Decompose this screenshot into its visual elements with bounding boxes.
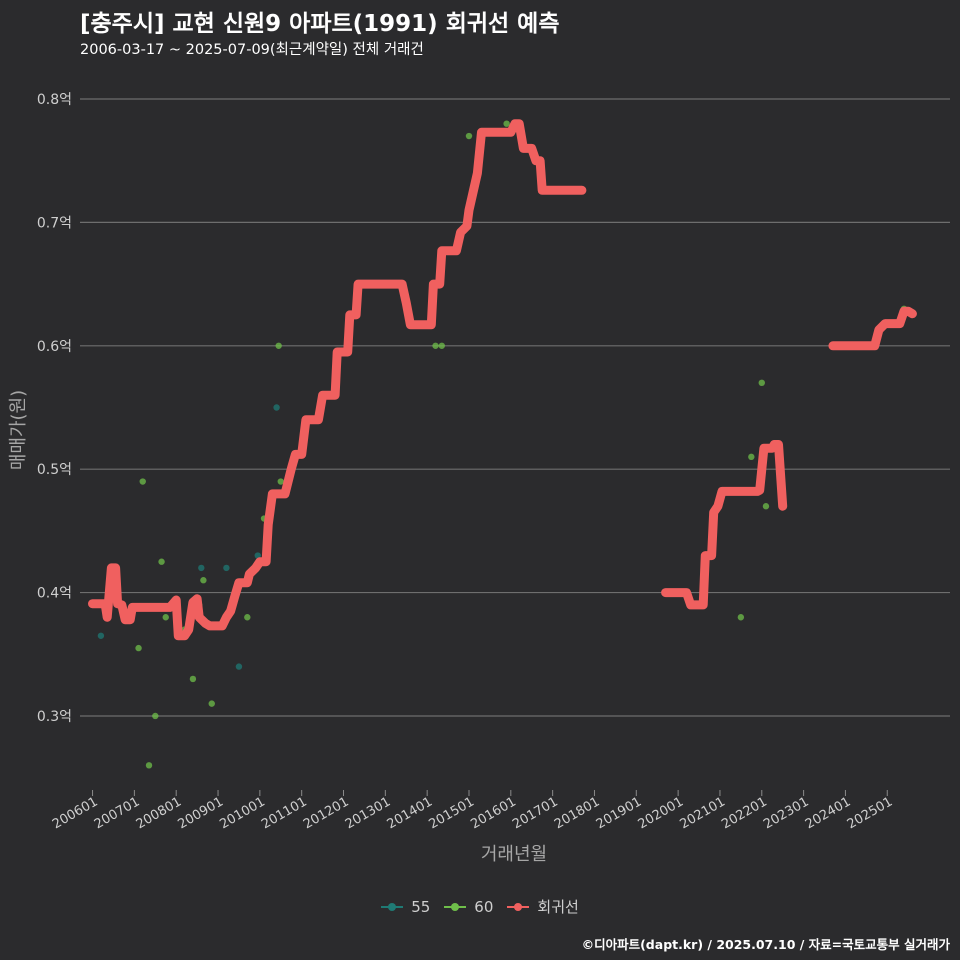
x-axis-label: 거래년월 xyxy=(481,844,547,865)
x-tick-label: 202001 xyxy=(636,794,686,832)
x-tick-label: 201901 xyxy=(594,794,644,832)
source-caption: ©디아파트(dapt.kr) / 2025.07.10 / 자료=국토교통부 실… xyxy=(581,937,950,952)
x-tick-label: 200701 xyxy=(92,794,142,832)
chart-title: [충주시] 교현 신원9 아파트(1991) 회귀선 예측 xyxy=(80,11,560,37)
x-tick-label: 201401 xyxy=(385,794,435,832)
data-point-60 xyxy=(208,700,215,707)
chart-subtitle: 2006-03-17 ~ 2025-07-09(최근계약일) 전체 거래건 xyxy=(80,42,424,58)
x-tick-label: 201101 xyxy=(259,794,309,832)
data-point-60 xyxy=(139,478,146,485)
legend-key-regression xyxy=(507,899,530,915)
y-tick-label: 0.3억 xyxy=(37,709,72,725)
data-point-60 xyxy=(158,558,165,565)
y-tick-label: 0.4억 xyxy=(37,586,72,602)
legend-label-60: 60 xyxy=(474,897,494,916)
x-tick-label: 201001 xyxy=(217,794,267,832)
legend-label-55: 55 xyxy=(411,897,431,916)
data-point-55 xyxy=(97,632,105,639)
data-point-60 xyxy=(152,712,159,720)
legend: 55 60 회귀선 xyxy=(0,896,960,917)
data-point-60 xyxy=(200,577,207,584)
data-point-60 xyxy=(758,379,765,387)
data-point-60 xyxy=(135,644,142,652)
data-point-60 xyxy=(503,120,510,127)
x-tick-label: 201601 xyxy=(468,794,518,832)
data-point-60 xyxy=(277,478,284,485)
y-tick-label: 0.6억 xyxy=(37,339,72,355)
x-tick-label: 202201 xyxy=(719,794,769,832)
data-point-60 xyxy=(762,503,770,510)
data-point-55 xyxy=(198,564,205,572)
legend-key-60 xyxy=(444,899,467,915)
legend-item-60: 60 xyxy=(444,898,493,916)
y-tick-label: 0.5억 xyxy=(37,462,72,478)
data-point-60 xyxy=(432,342,439,349)
x-tick-label: 201701 xyxy=(510,794,560,832)
y-tick-label: 0.8억 xyxy=(37,92,72,108)
data-point-60 xyxy=(162,614,169,621)
data-point-60 xyxy=(748,453,755,461)
x-tick-label: 200601 xyxy=(50,794,100,832)
data-point-55 xyxy=(235,663,243,670)
x-tick-label: 200901 xyxy=(176,794,226,832)
regression-line xyxy=(661,440,788,610)
data-point-60 xyxy=(438,342,446,349)
x-tick-label: 201801 xyxy=(552,794,602,832)
legend-key-55 xyxy=(381,899,404,915)
regression-line xyxy=(88,119,587,641)
data-point-60 xyxy=(275,342,282,349)
x-tick-label: 200801 xyxy=(134,794,184,832)
x-tick-label: 202501 xyxy=(845,794,895,832)
x-tick-label: 201301 xyxy=(343,794,393,832)
data-point-60 xyxy=(737,614,745,621)
x-tick-label: 201201 xyxy=(301,794,351,832)
data-point-60 xyxy=(465,132,473,140)
y-tick-label: 0.7억 xyxy=(37,215,72,231)
legend-item-regression: 회귀선 xyxy=(507,896,579,917)
x-tick-label: 201501 xyxy=(427,794,477,832)
data-point-55 xyxy=(254,552,261,559)
data-point-60 xyxy=(244,614,251,621)
legend-item-55: 55 xyxy=(381,898,430,916)
data-point-55 xyxy=(273,404,280,411)
x-tick-label: 202101 xyxy=(677,794,727,832)
legend-label-regression: 회귀선 xyxy=(537,898,579,916)
y-axis-label: 매매가(원) xyxy=(8,390,29,470)
data-point-60 xyxy=(189,675,197,683)
regression-line xyxy=(828,306,917,351)
x-tick-label: 202301 xyxy=(761,794,811,832)
data-point-55 xyxy=(223,564,230,572)
x-tick-label: 202401 xyxy=(803,794,853,832)
data-point-60 xyxy=(145,762,153,769)
